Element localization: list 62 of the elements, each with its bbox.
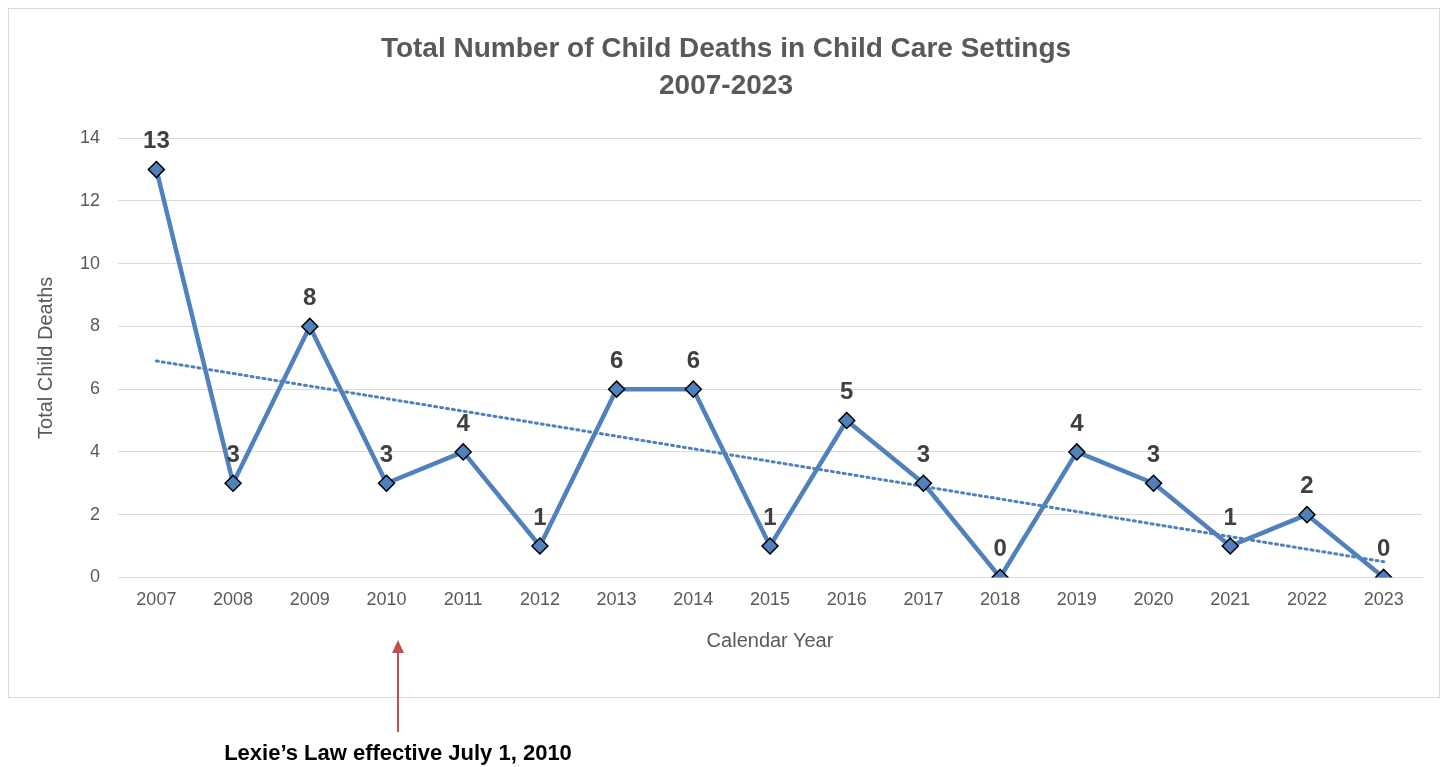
x-tick-label: 2022 bbox=[1286, 589, 1327, 610]
x-tick-label: 2015 bbox=[749, 589, 791, 610]
point bbox=[914, 474, 933, 493]
data-label: 5 bbox=[840, 377, 854, 405]
data-label: 13 bbox=[143, 126, 170, 154]
data-label: 0 bbox=[1376, 534, 1391, 562]
point bbox=[761, 537, 779, 555]
point bbox=[454, 443, 472, 461]
x-tick-label: 2020 bbox=[1133, 589, 1174, 610]
x-tick-label: 2018 bbox=[980, 589, 1021, 610]
x-tick-label: 2007 bbox=[136, 589, 177, 610]
x-tick-label: 2014 bbox=[673, 589, 714, 610]
point bbox=[837, 411, 856, 430]
x-tick-label: 2019 bbox=[1056, 589, 1097, 610]
data-label: 3 bbox=[916, 439, 931, 467]
data-label: 2 bbox=[1300, 471, 1314, 499]
point bbox=[684, 380, 703, 398]
chart-title: Total Number of Child Deaths in Child Care Settings bbox=[380, 31, 1072, 63]
point bbox=[1068, 443, 1086, 461]
data-label: 0 bbox=[993, 534, 1007, 562]
x-tick-label: 2021 bbox=[1210, 589, 1251, 610]
y-tick-label: 4 bbox=[90, 440, 101, 461]
x-tick-label: 2008 bbox=[213, 589, 254, 610]
point bbox=[147, 160, 166, 179]
x-tick-label: 2012 bbox=[519, 589, 560, 610]
point bbox=[531, 537, 549, 555]
y-tick-label: 10 bbox=[79, 252, 101, 273]
data-label: 4 bbox=[456, 408, 471, 436]
y-tick-label: 2 bbox=[90, 503, 101, 524]
chart-subtitle: 2007-2023 bbox=[659, 69, 793, 101]
y-tick-label: 0 bbox=[90, 566, 101, 587]
point bbox=[301, 317, 319, 336]
data-label: 1 bbox=[1223, 502, 1237, 530]
data-label: 1 bbox=[533, 502, 547, 530]
y-tick-label: 6 bbox=[90, 378, 101, 399]
data-label: 6 bbox=[686, 345, 700, 373]
text: Lexie’s Law effective July 1, 2010 bbox=[224, 740, 572, 765]
data-label: 3 bbox=[226, 439, 240, 467]
x-tick-label: 2013 bbox=[596, 589, 637, 610]
y-tick-label: 8 bbox=[90, 315, 101, 336]
x-tick-label: 2017 bbox=[903, 589, 944, 610]
data-label: 6 bbox=[609, 345, 624, 373]
data-label: 1 bbox=[763, 502, 777, 530]
data-label: 4 bbox=[1070, 408, 1085, 436]
data-label: 3 bbox=[1146, 439, 1161, 467]
x-tick-label: 2023 bbox=[1363, 589, 1404, 610]
point bbox=[1298, 505, 1316, 524]
x-tick-label: 2011 bbox=[443, 589, 483, 610]
x-tick-label: 2016 bbox=[826, 589, 867, 610]
x-axis-title: Calendar Year bbox=[706, 628, 834, 651]
point bbox=[1221, 537, 1239, 555]
y-axis-title: Total Child Deaths bbox=[33, 276, 56, 439]
data-label: 3 bbox=[379, 439, 394, 467]
x-tick-label: 2009 bbox=[289, 589, 330, 610]
point bbox=[224, 474, 242, 493]
point bbox=[607, 380, 626, 398]
y-tick-label: 14 bbox=[79, 127, 101, 148]
data-label: 8 bbox=[303, 283, 317, 311]
point bbox=[1144, 474, 1163, 493]
point bbox=[377, 474, 396, 493]
x-tick-label: 2010 bbox=[366, 589, 407, 610]
y-tick-label: 12 bbox=[79, 189, 101, 210]
